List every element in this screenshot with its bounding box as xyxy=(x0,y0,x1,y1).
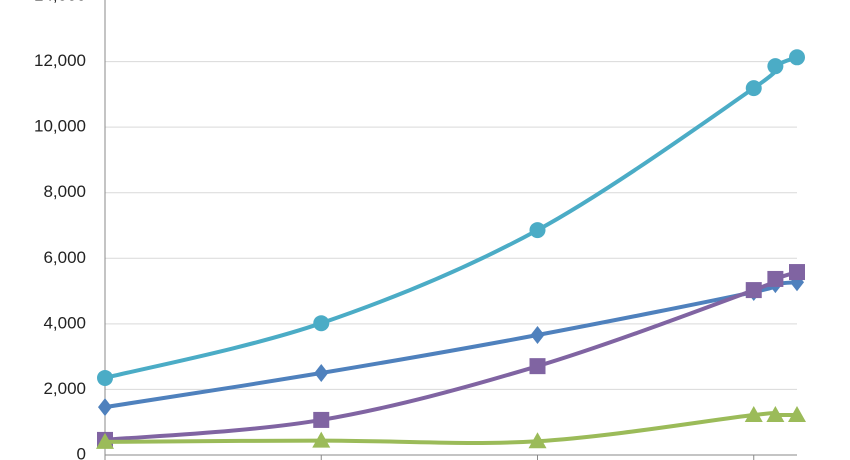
y-tick-label: 10,000 xyxy=(34,117,86,136)
series-line xyxy=(104,280,798,410)
marker xyxy=(789,264,805,281)
marker xyxy=(528,432,547,449)
y-tick-label: 12,000 xyxy=(34,51,86,70)
series-line xyxy=(104,411,797,445)
marker xyxy=(312,431,331,448)
marker xyxy=(767,58,784,75)
marker xyxy=(744,406,763,423)
marker xyxy=(529,222,546,239)
y-tick-label: 2,000 xyxy=(43,379,86,398)
y-tick-label: 6,000 xyxy=(43,248,86,267)
marker xyxy=(529,358,546,375)
series-line xyxy=(104,55,798,380)
marker xyxy=(98,398,112,417)
y-tick-label: 8,000 xyxy=(43,182,86,201)
marker xyxy=(530,326,545,345)
marker xyxy=(313,315,330,332)
marker xyxy=(788,406,806,423)
marker xyxy=(767,270,784,287)
marker xyxy=(313,411,330,428)
marker xyxy=(745,282,762,299)
marker xyxy=(745,80,762,97)
marker xyxy=(789,49,805,66)
marker xyxy=(97,369,113,386)
marker xyxy=(314,364,329,383)
marker xyxy=(766,406,785,423)
y-tick-label: 4,000 xyxy=(43,313,86,332)
marker xyxy=(96,432,114,449)
y-tick-label: 14,000 xyxy=(34,0,86,4)
y-tick-label: 0 xyxy=(77,444,86,460)
